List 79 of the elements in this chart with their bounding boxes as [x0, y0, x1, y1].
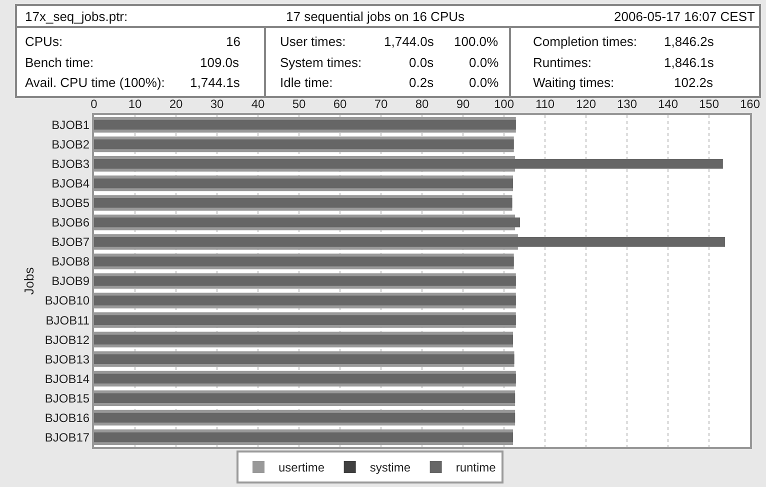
- text: Completion times:: [533, 34, 638, 49]
- bar: [94, 334, 514, 344]
- x-tick-label: 150: [698, 97, 720, 112]
- y-tick-label: BJOB10: [44, 294, 90, 308]
- text: 102.2s: [674, 75, 714, 90]
- bar: [94, 198, 512, 208]
- x-tick-label: 140: [658, 97, 678, 112]
- text: Runtimes:: [533, 55, 592, 70]
- y-tick-label: BJOB11: [46, 313, 90, 328]
- legend-label: runtime: [456, 460, 496, 475]
- x-tick-label: 110: [535, 97, 555, 112]
- bar: [94, 393, 516, 404]
- text: User times:: [280, 34, 346, 49]
- text: 1,846.2s: [664, 34, 714, 49]
- text: Avail. CPU time (100%):: [25, 75, 165, 90]
- x-tick-label: 130: [616, 97, 638, 112]
- text: Waiting times:: [533, 75, 614, 90]
- text: 2006-05-17 16:07 CEST: [614, 9, 755, 24]
- x-tick-label: 30: [210, 97, 224, 112]
- x-tick-label: 40: [251, 97, 265, 112]
- x-tick-label: 90: [456, 97, 470, 112]
- text: System times:: [280, 55, 362, 70]
- y-tick-label: BJOB4: [52, 176, 90, 191]
- y-tick-label: BJOB3: [52, 157, 90, 172]
- bar: [94, 354, 514, 364]
- x-tick-label: 160: [740, 97, 760, 112]
- x-tick-label: 0: [90, 97, 98, 112]
- text: 17 sequential jobs on 16 CPUs: [286, 9, 465, 24]
- y-tick-label: BJOB13: [44, 352, 90, 366]
- y-tick-label: BJOB16: [44, 410, 90, 425]
- y-tick-label: BJOB12: [44, 332, 90, 347]
- x-tick-label: 120: [576, 97, 596, 112]
- text: 0.2s: [409, 75, 434, 90]
- bar: [94, 158, 723, 169]
- x-tick-label: 60: [333, 97, 347, 112]
- text: 0.0%: [469, 55, 500, 70]
- bar: [94, 120, 516, 130]
- y-tick-label: BJOB17: [44, 430, 90, 444]
- y-tick-label: BJOB6: [52, 216, 90, 230]
- text: 17x_seq_jobs.ptr:: [25, 9, 128, 24]
- bar: [94, 178, 514, 188]
- text: CPUs:: [25, 34, 63, 49]
- text: Bench time:: [25, 55, 94, 70]
- x-tick-label: 50: [292, 97, 306, 112]
- y-tick-label: BJOB7: [52, 235, 90, 250]
- legend-label: systime: [370, 460, 411, 475]
- text: 0.0%: [469, 75, 500, 90]
- text: 109.0s: [200, 55, 240, 70]
- text: Idle time:: [280, 75, 333, 90]
- bar: [94, 374, 516, 384]
- legend-label: usertime: [278, 460, 325, 475]
- y-tick-label: BJOB1: [52, 118, 90, 132]
- y-tick-label: BJOB5: [52, 196, 90, 210]
- text: 1,744.1s: [190, 75, 240, 90]
- y-tick-label: BJOB14: [44, 372, 90, 386]
- bar: [94, 256, 514, 266]
- x-tick-label: 70: [374, 97, 388, 112]
- bar: [94, 218, 520, 228]
- bar: [94, 237, 725, 247]
- x-tick-label: 10: [128, 97, 142, 112]
- bar: [94, 296, 516, 306]
- text: 0.0s: [409, 55, 434, 70]
- text: 1,846.1s: [664, 55, 714, 70]
- y-tick-label: BJOB2: [52, 137, 90, 152]
- x-tick-label: 80: [415, 97, 429, 112]
- bar: [94, 276, 516, 286]
- bar: [94, 412, 516, 423]
- y-axis-title: Jobs: [21, 266, 36, 295]
- y-tick-label: BJOB9: [52, 274, 90, 288]
- x-tick-label: 20: [169, 97, 183, 112]
- bar: [94, 139, 514, 150]
- text: 100.0%: [454, 34, 499, 49]
- text: 1,744.0s: [384, 34, 434, 49]
- y-tick-label: BJOB15: [44, 391, 90, 406]
- bar: [94, 432, 514, 442]
- bar: [94, 315, 516, 325]
- x-tick-label: 100: [494, 97, 514, 112]
- y-tick-label: BJOB8: [52, 254, 90, 269]
- text: 16: [226, 34, 240, 49]
